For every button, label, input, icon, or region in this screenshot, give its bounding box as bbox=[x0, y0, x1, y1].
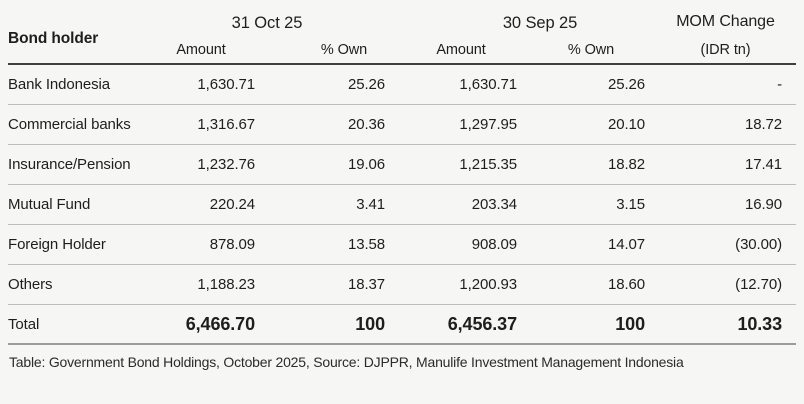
sep-amount-cell: 1,297.95 bbox=[395, 104, 527, 145]
table-row: Insurance/Pension 1,232.76 19.06 1,215.3… bbox=[8, 144, 796, 185]
total-oct-own: 100 bbox=[265, 304, 395, 345]
sep-own-cell: 14.07 bbox=[527, 224, 655, 265]
total-sep-own: 100 bbox=[527, 304, 655, 345]
oct-amount-cell: 1,316.67 bbox=[165, 104, 265, 145]
table-source-caption: Table: Government Bond Holdings, October… bbox=[9, 354, 684, 370]
mom-change-header: MOM Change bbox=[676, 12, 775, 30]
total-mom-change: 10.33 bbox=[655, 304, 796, 345]
bond-holder-cell: Insurance/Pension bbox=[8, 144, 165, 185]
total-oct-amount: 6,466.70 bbox=[165, 304, 265, 345]
bond-holdings-page: Bond holder 31 Oct 25 30 Sep 25 MOM Chan… bbox=[8, 6, 796, 370]
oct-own-cell: 19.06 bbox=[265, 144, 395, 185]
sep-amount-cell: 1,200.93 bbox=[395, 264, 527, 305]
sep-amount-cell: 1,215.35 bbox=[395, 144, 527, 185]
oct-amount-cell: 878.09 bbox=[165, 224, 265, 265]
bond-holdings-table: Bond holder 31 Oct 25 30 Sep 25 MOM Chan… bbox=[8, 6, 796, 345]
oct-amount-cell: 1,188.23 bbox=[165, 264, 265, 305]
mom-change-cell: 16.90 bbox=[655, 184, 796, 225]
total-sep-amount: 6,456.37 bbox=[395, 304, 527, 345]
mom-change-cell: 18.72 bbox=[655, 104, 796, 145]
bond-holder-cell: Others bbox=[8, 264, 165, 305]
oct-own-cell: 20.36 bbox=[265, 104, 395, 145]
table-row: Foreign Holder 878.09 13.58 908.09 14.07… bbox=[8, 224, 796, 265]
bond-holder-cell: Bank Indonesia bbox=[8, 64, 165, 105]
table-row: Commercial banks 1,316.67 20.36 1,297.95… bbox=[8, 104, 796, 145]
bond-holder-header: Bond holder bbox=[8, 6, 165, 65]
sep-date-header: 30 Sep 25 bbox=[502, 13, 578, 32]
sep-amount-cell: 203.34 bbox=[395, 184, 527, 225]
sep-amount-cell: 908.09 bbox=[395, 224, 527, 265]
oct-own-cell: 13.58 bbox=[265, 224, 395, 265]
sep-own-cell: 25.26 bbox=[527, 64, 655, 105]
oct-amount-header: Amount bbox=[165, 37, 265, 65]
oct-date-header: 31 Oct 25 bbox=[231, 13, 303, 32]
bond-holder-cell: Foreign Holder bbox=[8, 224, 165, 265]
mom-change-cell: 17.41 bbox=[655, 144, 796, 185]
bond-holder-cell: Commercial banks bbox=[8, 104, 165, 145]
mom-change-cell: (12.70) bbox=[655, 264, 796, 305]
oct-own-cell: 18.37 bbox=[265, 264, 395, 305]
sep-own-cell: 18.82 bbox=[527, 144, 655, 185]
oct-own-cell: 3.41 bbox=[265, 184, 395, 225]
sep-amount-cell: 1,630.71 bbox=[395, 64, 527, 105]
sep-own-cell: 3.15 bbox=[527, 184, 655, 225]
header-row-dates: Bond holder 31 Oct 25 30 Sep 25 MOM Chan… bbox=[8, 6, 796, 65]
total-row: Total 6,466.70 100 6,456.37 100 10.33 bbox=[8, 304, 796, 345]
sep-amount-header: Amount bbox=[395, 37, 527, 65]
oct-amount-cell: 1,232.76 bbox=[165, 144, 265, 185]
oct-own-cell: 25.26 bbox=[265, 64, 395, 105]
oct-amount-cell: 1,630.71 bbox=[165, 64, 265, 105]
table-row: Others 1,188.23 18.37 1,200.93 18.60 (12… bbox=[8, 264, 796, 305]
total-label: Total bbox=[8, 304, 165, 345]
header-row-subcolumns: Amount % Own Amount % Own (IDR tn) bbox=[8, 37, 796, 65]
table-row: Bank Indonesia 1,630.71 25.26 1,630.71 2… bbox=[8, 64, 796, 105]
bond-holder-cell: Mutual Fund bbox=[8, 184, 165, 225]
oct-amount-cell: 220.24 bbox=[165, 184, 265, 225]
mom-change-cell: (30.00) bbox=[655, 224, 796, 265]
mom-change-cell: - bbox=[655, 64, 796, 105]
oct-own-header: % Own bbox=[265, 37, 395, 65]
sep-own-header: % Own bbox=[527, 37, 655, 65]
sep-own-cell: 20.10 bbox=[527, 104, 655, 145]
sep-own-cell: 18.60 bbox=[527, 264, 655, 305]
mom-unit-header: (IDR tn) bbox=[655, 37, 796, 65]
table-row: Mutual Fund 220.24 3.41 203.34 3.15 16.9… bbox=[8, 184, 796, 225]
